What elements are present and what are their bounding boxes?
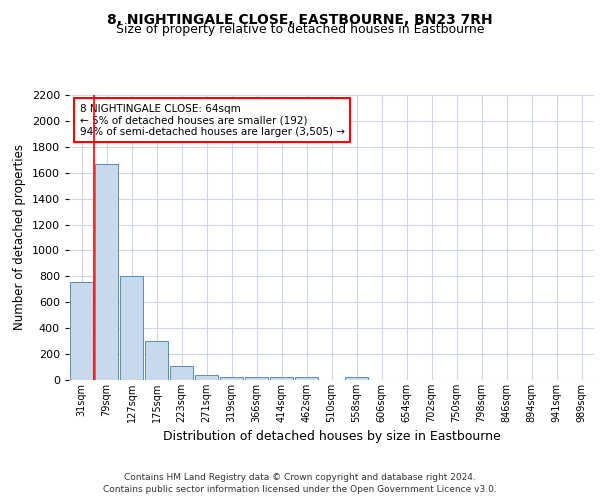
Bar	[95, 164, 118, 380]
Text: Size of property relative to detached houses in Eastbourne: Size of property relative to detached ho…	[116, 22, 484, 36]
Bar	[120, 276, 143, 380]
Y-axis label: Number of detached properties: Number of detached properties	[13, 144, 26, 330]
Text: Contains public sector information licensed under the Open Government Licence v3: Contains public sector information licen…	[103, 485, 497, 494]
Bar	[345, 377, 368, 380]
Bar	[70, 282, 93, 380]
Bar	[195, 375, 218, 380]
Text: 8 NIGHTINGALE CLOSE: 64sqm
← 5% of detached houses are smaller (192)
94% of semi: 8 NIGHTINGALE CLOSE: 64sqm ← 5% of detac…	[79, 104, 344, 137]
Bar	[245, 378, 268, 380]
Text: Contains HM Land Registry data © Crown copyright and database right 2024.: Contains HM Land Registry data © Crown c…	[124, 472, 476, 482]
Bar	[295, 378, 318, 380]
Bar	[270, 378, 293, 380]
Bar	[220, 377, 243, 380]
Text: 8, NIGHTINGALE CLOSE, EASTBOURNE, BN23 7RH: 8, NIGHTINGALE CLOSE, EASTBOURNE, BN23 7…	[107, 12, 493, 26]
X-axis label: Distribution of detached houses by size in Eastbourne: Distribution of detached houses by size …	[163, 430, 500, 444]
Bar	[170, 366, 193, 380]
Bar	[145, 341, 168, 380]
